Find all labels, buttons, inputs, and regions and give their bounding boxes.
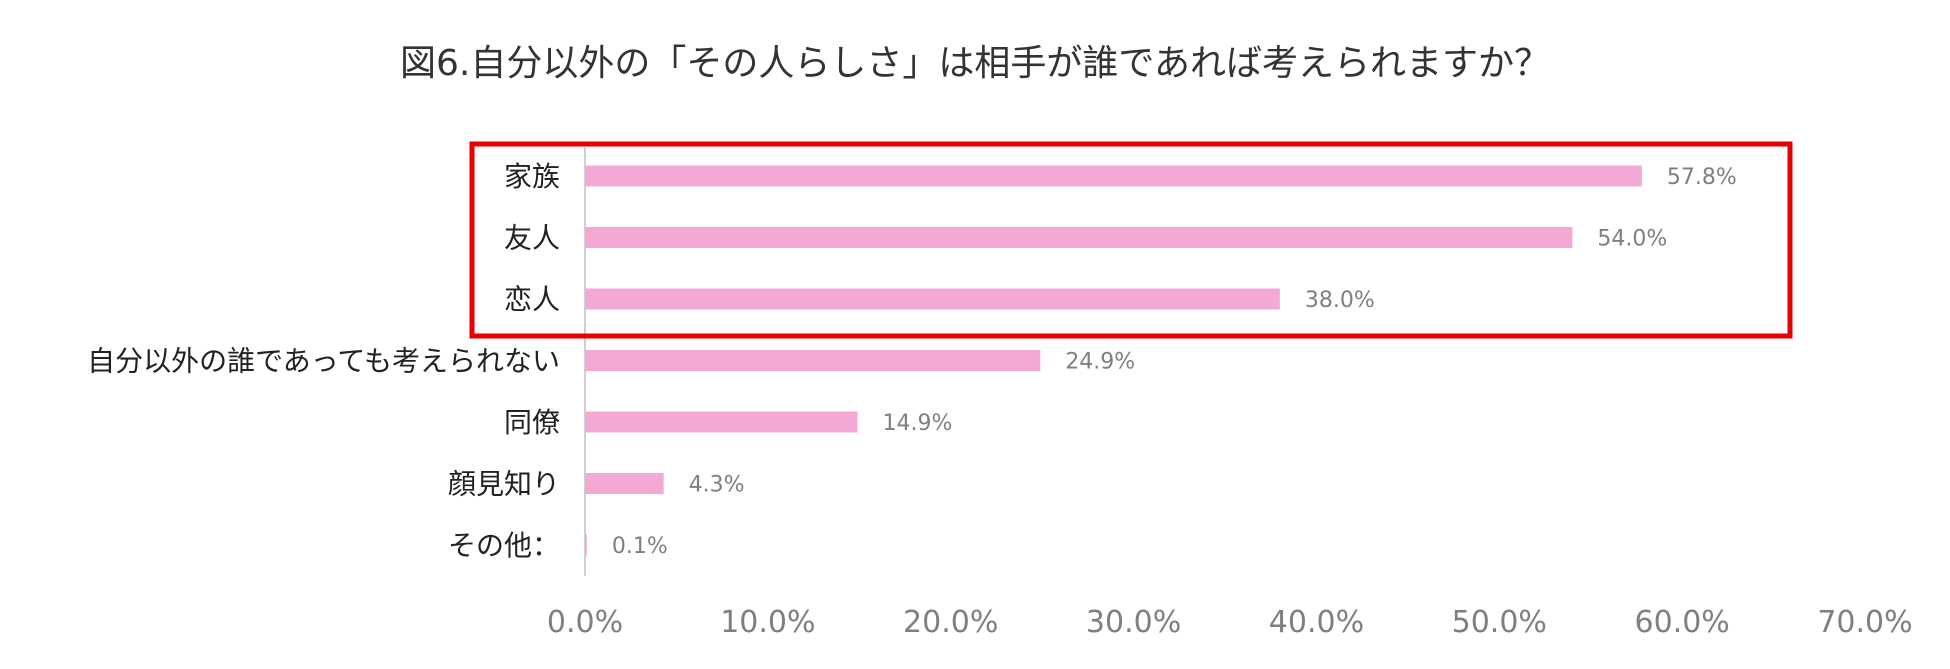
category-label-1: 友人 [504, 222, 560, 255]
category-label-2: 恋人 [504, 283, 560, 316]
bar-3 [585, 350, 1041, 371]
chart-title: 図6.自分以外の「その人らしさ」は相手が誰であれば考えられますか？ [400, 43, 1550, 84]
bars-group [585, 165, 1642, 556]
x-tick-label-3: 30.0% [1086, 605, 1181, 640]
bar-5 [585, 473, 664, 494]
category-label-3: 自分以外の誰であっても考えられない [87, 345, 560, 378]
x-tick-label-6: 60.0% [1634, 605, 1729, 640]
category-label-0: 家族 [504, 160, 560, 193]
value-label-0: 57.8% [1667, 165, 1737, 190]
x-tick-label-1: 10.0% [720, 605, 815, 640]
category-label-5: 顔見知り [448, 468, 560, 501]
bar-4 [585, 411, 858, 433]
value-label-1: 54.0% [1597, 227, 1667, 252]
value-label-4: 14.9% [882, 411, 952, 436]
value-label-6: 0.1% [612, 534, 668, 559]
x-tick-label-4: 40.0% [1269, 605, 1364, 640]
x-tick-label-5: 50.0% [1452, 605, 1547, 640]
value-label-2: 38.0% [1305, 288, 1375, 313]
category-label-4: 同僚 [504, 406, 560, 439]
bar-0 [585, 165, 1642, 187]
highlight-box [469, 141, 1793, 339]
x-tick-label-7: 70.0% [1817, 605, 1912, 640]
category-label-6: その他： [448, 529, 560, 562]
value-label-3: 24.9% [1065, 350, 1135, 375]
value-label-5: 4.3% [689, 473, 745, 498]
bar-2 [585, 288, 1280, 310]
x-tick-labels-group: 0.0% 10.0% 20.0% 30.0% 40.0% 50.0% 60.0% 70.0% [547, 605, 1913, 640]
bar-1 [585, 227, 1573, 248]
bar-6 [585, 534, 587, 556]
value-labels-group: 57.8% 54.0% 38.0% 24.9% 14.9% 4.3% 0.1% [612, 165, 1737, 559]
x-tick-label-0: 0.0% [547, 605, 623, 640]
x-tick-label-2: 20.0% [903, 605, 998, 640]
